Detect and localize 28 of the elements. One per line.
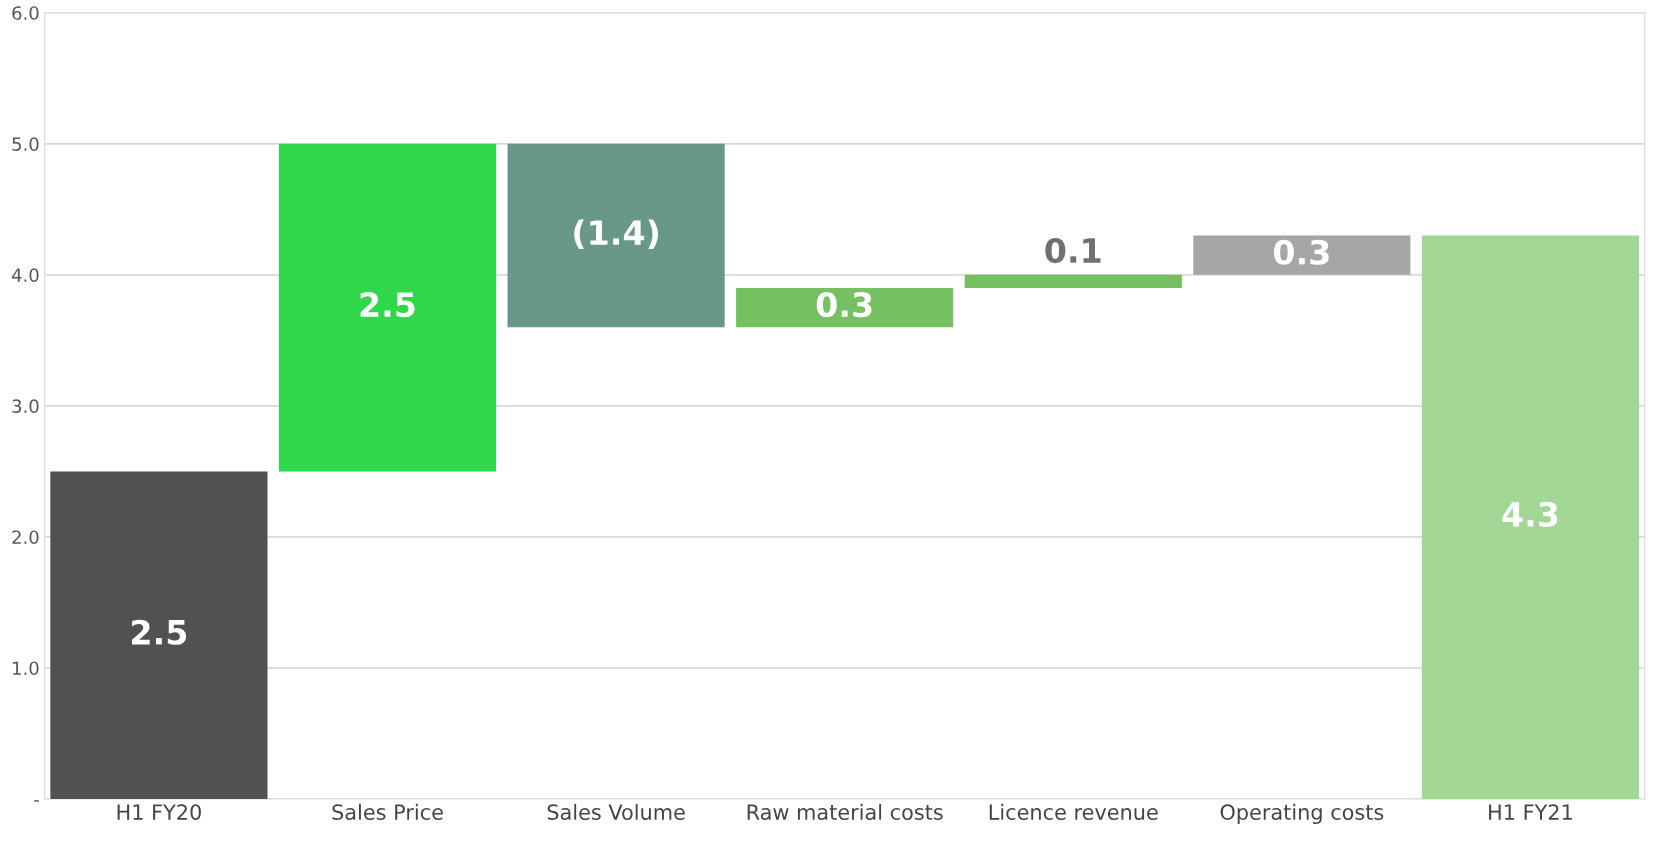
bar: [1421, 235, 1640, 799]
x-tick-label: Raw material costs: [747, 803, 943, 820]
data-label: 0.3: [1273, 239, 1329, 265]
y-tick-label: 6.0: [12, 6, 39, 20]
bar: [507, 143, 725, 328]
bar: [964, 274, 1182, 288]
bar: [278, 143, 497, 472]
bar: [736, 287, 954, 328]
data-label: 0.1: [1045, 237, 1101, 264]
x-tick-label: Sales Price: [332, 803, 443, 820]
data-label: 2.5: [132, 619, 187, 645]
x-tick-label: Operating costs: [1220, 803, 1384, 825]
y-tick-label: 2.0: [12, 530, 39, 545]
y-tick-label: 4.0: [11, 268, 39, 282]
y-tick-label: 1.0: [13, 661, 39, 676]
bar: [50, 471, 268, 799]
data-label: 4.3: [1502, 501, 1558, 527]
data-label: (1.4): [574, 219, 658, 250]
x-tick-label: Sales Volume: [547, 803, 685, 820]
x-tick-label: H1 FY21: [1489, 804, 1572, 820]
data-label: 0.3: [816, 292, 872, 318]
y-tick-label: -: [34, 800, 39, 802]
x-tick-label: Licence revenue: [989, 803, 1158, 820]
data-label: 2.5: [360, 292, 415, 318]
y-tick-label: 5.0: [12, 137, 39, 151]
x-tick-label: H1 FY20: [117, 804, 201, 820]
y-tick-label: 3.0: [12, 399, 39, 413]
bar: [1193, 235, 1411, 275]
